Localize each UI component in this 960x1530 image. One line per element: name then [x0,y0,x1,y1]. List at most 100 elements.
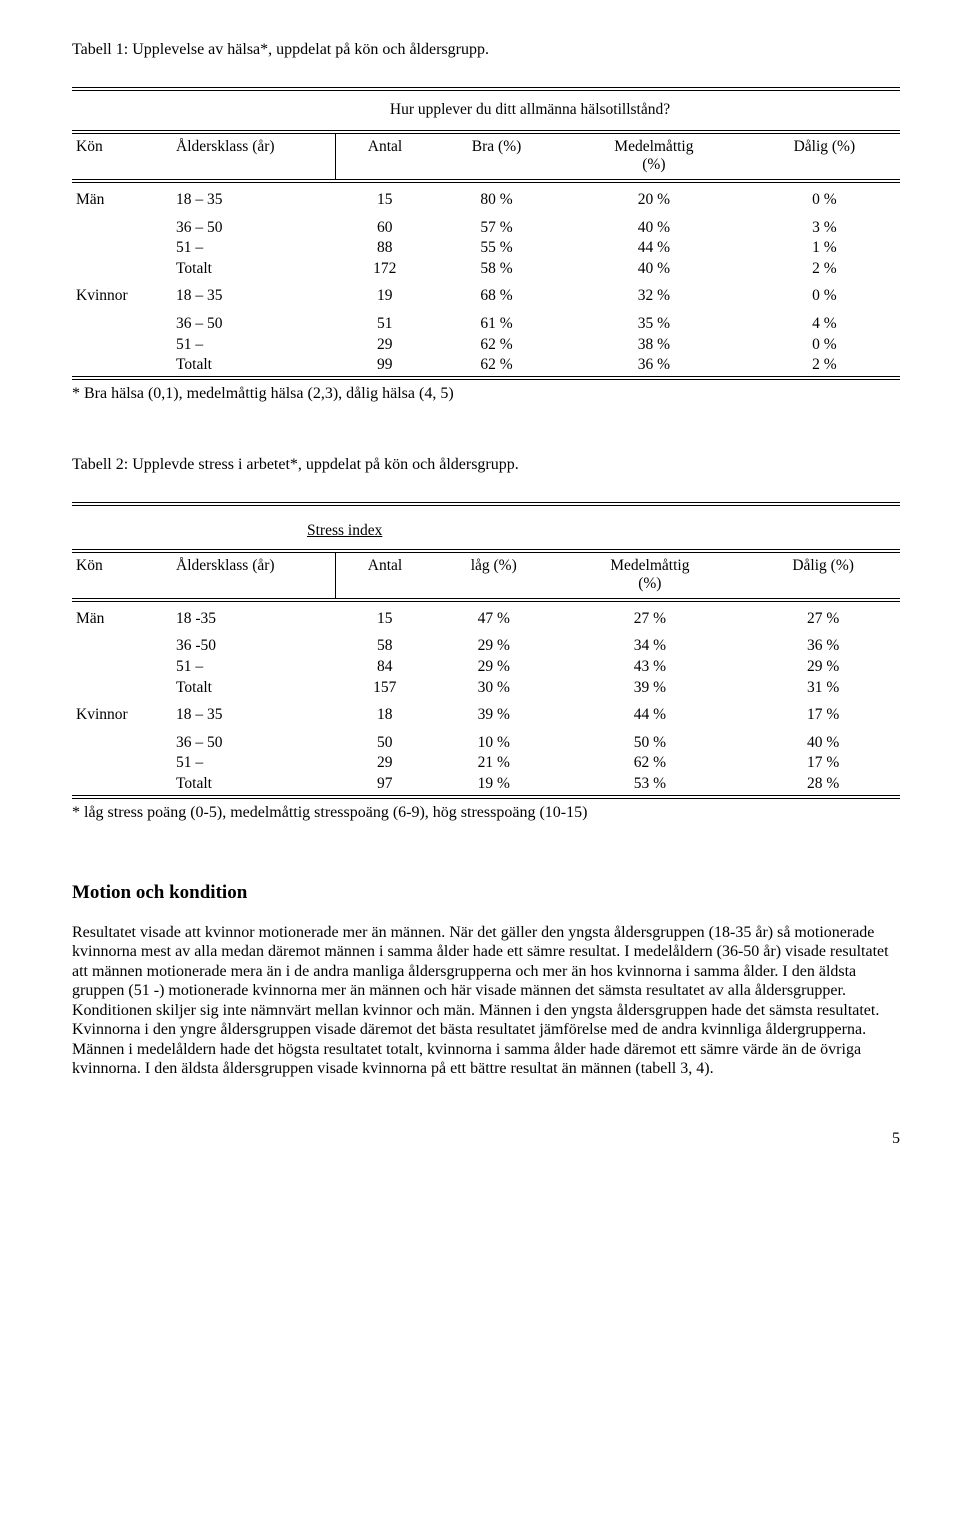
age-cell: 51 – [160,657,336,678]
value-cell: 34 % [553,636,746,657]
age-cell: 36 -50 [160,636,336,657]
t2-h-kon: Kön [72,551,160,600]
value-cell: 61 % [434,314,559,335]
value-cell: 0 % [749,181,900,218]
age-cell: 51 – [160,335,336,356]
value-cell: 53 % [553,774,746,797]
value-cell: 20 % [559,181,749,218]
t1-h-bad: Dålig (%) [749,132,900,181]
group-label [72,238,160,259]
page-number: 5 [72,1129,900,1148]
group-label [72,335,160,356]
group-label [72,636,160,657]
table-row: 51 –8855 %44 %1 % [72,238,900,259]
count-cell: 19 [336,279,435,314]
t1-h-age: Åldersklass (år) [160,132,336,181]
value-cell: 43 % [553,657,746,678]
count-cell: 29 [336,753,435,774]
t2-h-age: Åldersklass (år) [160,551,336,600]
value-cell: 40 % [746,733,900,754]
table-row: Totalt9962 %36 %2 % [72,355,900,378]
section-para1: Resultatet visade att kvinnor motionerad… [72,923,900,1001]
group-label: Kvinnor [72,698,160,733]
count-cell: 97 [336,774,435,797]
t1-h-count: Antal [336,132,435,181]
group-label: Män [72,181,160,218]
value-cell: 17 % [746,698,900,733]
count-cell: 88 [336,238,435,259]
age-cell: 36 – 50 [160,733,336,754]
value-cell: 55 % [434,238,559,259]
age-cell: Totalt [160,678,336,699]
value-cell: 36 % [559,355,749,378]
value-cell: 58 % [434,259,559,280]
age-cell: 18 – 35 [160,279,336,314]
value-cell: 19 % [434,774,553,797]
table-row: Kvinnor18 – 351839 %44 %17 % [72,698,900,733]
table-row: 36 – 506057 %40 %3 % [72,218,900,239]
value-cell: 4 % [749,314,900,335]
count-cell: 29 [336,335,435,356]
value-cell: 0 % [749,335,900,356]
value-cell: 28 % [746,774,900,797]
count-cell: 157 [336,678,435,699]
value-cell: 29 % [746,657,900,678]
group-label [72,733,160,754]
value-cell: 29 % [434,657,553,678]
table-row: Totalt15730 %39 %31 % [72,678,900,699]
age-cell: 51 – [160,753,336,774]
group-label [72,774,160,797]
table-row: 36 -505829 %34 %36 % [72,636,900,657]
value-cell: 44 % [559,238,749,259]
value-cell: 38 % [559,335,749,356]
age-cell: Totalt [160,259,336,280]
value-cell: 50 % [553,733,746,754]
count-cell: 15 [336,181,435,218]
age-cell: 51 – [160,238,336,259]
value-cell: 29 % [434,636,553,657]
t1-h-good: Bra (%) [434,132,559,181]
value-cell: 68 % [434,279,559,314]
count-cell: 18 [336,698,435,733]
group-label [72,753,160,774]
table-row: Män18 -351547 %27 %27 % [72,600,900,637]
t2-h-mid: Medelmåttig(%) [553,551,746,600]
table1-title: Tabell 1: Upplevelse av hälsa*, uppdelat… [72,40,900,59]
table-row: 36 – 505161 %35 %4 % [72,314,900,335]
group-label [72,314,160,335]
value-cell: 31 % [746,678,900,699]
group-label [72,259,160,280]
count-cell: 60 [336,218,435,239]
value-cell: 39 % [553,678,746,699]
t2-h-bad: Dålig (%) [746,551,900,600]
table-row: Totalt17258 %40 %2 % [72,259,900,280]
value-cell: 62 % [434,355,559,378]
table2: Stress index Kön Åldersklass (år) Antal … [72,502,900,799]
group-label [72,678,160,699]
group-label: Kvinnor [72,279,160,314]
count-cell: 58 [336,636,435,657]
table-row: 51 –2921 %62 %17 % [72,753,900,774]
group-label [72,218,160,239]
table-row: Kvinnor18 – 351968 %32 %0 % [72,279,900,314]
t1-h-mid: Medelmåttig(%) [559,132,749,181]
age-cell: 18 – 35 [160,181,336,218]
t1-h-kon: Kön [72,132,160,181]
value-cell: 32 % [559,279,749,314]
section-para2: Konditionen skiljer sig inte nämnvärt me… [72,1001,900,1079]
age-cell: Totalt [160,774,336,797]
value-cell: 21 % [434,753,553,774]
table1: Hur upplever du ditt allmänna hälsotills… [72,87,900,380]
value-cell: 30 % [434,678,553,699]
table1-footnote: * Bra hälsa (0,1), medelmåttig hälsa (2,… [72,384,900,403]
age-cell: Totalt [160,355,336,378]
table-row: Totalt9719 %53 %28 % [72,774,900,797]
age-cell: 36 – 50 [160,314,336,335]
group-label: Män [72,600,160,637]
value-cell: 35 % [559,314,749,335]
value-cell: 47 % [434,600,553,637]
age-cell: 18 -35 [160,600,336,637]
value-cell: 39 % [434,698,553,733]
count-cell: 84 [336,657,435,678]
value-cell: 36 % [746,636,900,657]
